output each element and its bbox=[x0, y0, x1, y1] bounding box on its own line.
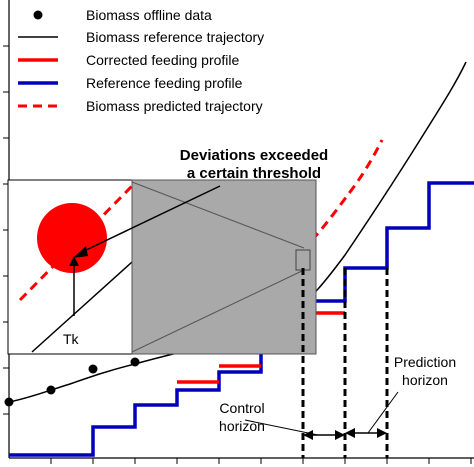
control-label-line2: horizon bbox=[219, 418, 265, 434]
prediction-label-line2: horizon bbox=[402, 372, 448, 388]
prediction-label-line1: Prediction bbox=[394, 354, 456, 370]
legend-reference-feeding-label: Reference feeding profile bbox=[86, 75, 243, 91]
offline-point bbox=[88, 364, 98, 374]
y-ticks bbox=[3, 45, 9, 415]
biomass-predicted-trajectory bbox=[310, 139, 384, 242]
tk-label: Tk bbox=[63, 331, 80, 347]
offline-point bbox=[130, 357, 140, 367]
legend-offline-marker bbox=[33, 10, 43, 20]
prediction-horizon-arrow bbox=[345, 391, 399, 438]
deviation-label-line1: Deviations exceeded bbox=[180, 147, 328, 164]
threshold-circle bbox=[37, 203, 107, 273]
legend-offline-label: Biomass offline data bbox=[86, 7, 212, 23]
deviation-pointer bbox=[73, 185, 221, 258]
legend-reference-trajectory-label: Biomass reference trajectory bbox=[86, 29, 264, 45]
inset-predicted-trajectory bbox=[18, 184, 134, 302]
deviation-label-line2: a certain threshold bbox=[187, 165, 321, 182]
legend-corrected-feeding-label: Corrected feeding profile bbox=[86, 52, 240, 68]
inset-reference-trajectory bbox=[31, 261, 133, 353]
x-ticks bbox=[50, 458, 472, 464]
control-horizon-arrow bbox=[303, 430, 345, 440]
offline-point bbox=[46, 385, 56, 395]
legend: Biomass offline data Biomass reference t… bbox=[18, 7, 264, 114]
biomass-offline-data bbox=[4, 357, 140, 407]
horizon-markers bbox=[301, 268, 389, 458]
control-label-line1: Control bbox=[219, 400, 264, 416]
tk-arrow-head bbox=[69, 256, 79, 266]
zoom-inset: Tk bbox=[7, 179, 134, 355]
control-horizon-pointer bbox=[244, 419, 319, 436]
reference-feeding-profile bbox=[9, 181, 474, 457]
offline-point bbox=[4, 397, 14, 407]
legend-predicted-trajectory-label: Biomass predicted trajectory bbox=[86, 98, 263, 114]
zoom-box bbox=[131, 179, 317, 355]
